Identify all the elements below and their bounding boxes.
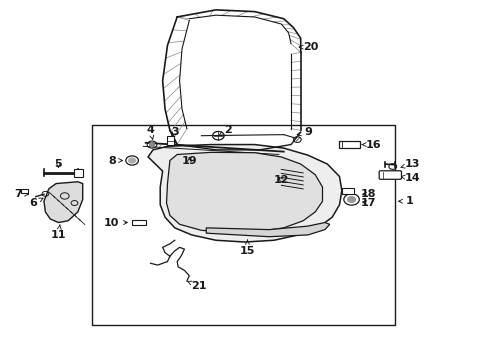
Text: 20: 20 (299, 42, 318, 52)
Text: 12: 12 (273, 175, 289, 185)
Circle shape (129, 158, 136, 163)
Polygon shape (167, 152, 322, 233)
Bar (340, 141, 360, 148)
Polygon shape (148, 145, 342, 242)
Text: 10: 10 (104, 217, 127, 228)
Circle shape (348, 197, 355, 202)
FancyBboxPatch shape (379, 171, 401, 179)
Text: 2: 2 (219, 125, 232, 135)
Text: 16: 16 (362, 140, 381, 149)
Text: 17: 17 (361, 198, 376, 208)
Bar (21, 189, 28, 193)
Text: 19: 19 (181, 156, 197, 166)
Text: 15: 15 (240, 240, 255, 256)
Text: 3: 3 (171, 127, 178, 137)
Bar (132, 220, 146, 225)
Text: 1: 1 (398, 196, 414, 206)
Text: 7: 7 (14, 189, 28, 199)
Text: 18: 18 (361, 189, 376, 199)
Text: 5: 5 (55, 159, 62, 169)
Text: 14: 14 (401, 173, 420, 183)
Bar (342, 188, 353, 194)
Bar (167, 136, 174, 145)
Text: 6: 6 (29, 198, 43, 208)
Text: 4: 4 (147, 125, 154, 139)
FancyArrowPatch shape (134, 220, 142, 224)
Text: 21: 21 (188, 281, 207, 291)
Polygon shape (44, 182, 83, 222)
Bar (93, 125, 395, 325)
Polygon shape (206, 222, 330, 237)
Text: 8: 8 (108, 156, 122, 166)
Text: 13: 13 (401, 159, 420, 169)
Text: 9: 9 (297, 127, 312, 137)
Text: 11: 11 (51, 224, 66, 240)
Circle shape (149, 143, 154, 146)
Bar (74, 168, 83, 177)
